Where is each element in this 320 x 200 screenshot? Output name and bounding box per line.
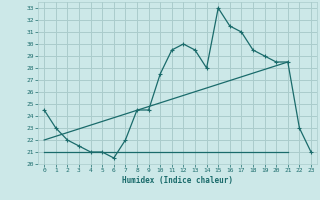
X-axis label: Humidex (Indice chaleur): Humidex (Indice chaleur) <box>122 176 233 185</box>
